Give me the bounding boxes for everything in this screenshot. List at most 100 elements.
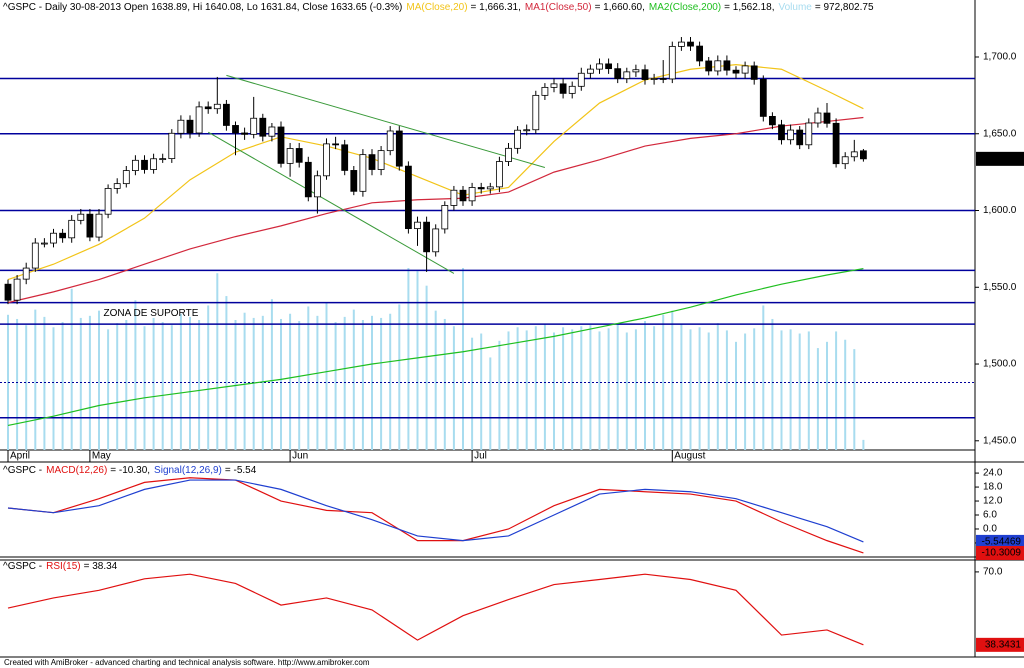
candle-body <box>232 125 239 134</box>
candle-body <box>787 129 794 141</box>
volume-bar <box>680 324 683 450</box>
candle-body <box>750 65 758 80</box>
volume-bar <box>762 305 765 450</box>
candle-body <box>50 232 57 244</box>
y-tick-label: 1,500.0 <box>983 359 1017 370</box>
series-line <box>7 116 864 304</box>
y-tick-label: 12.0 <box>983 496 1003 507</box>
volume-bar <box>34 309 37 450</box>
candle-body <box>250 117 258 135</box>
candle-body <box>222 103 230 126</box>
legend-name: Volume <box>778 2 812 13</box>
volume-bar <box>753 328 756 450</box>
volume-bar <box>361 320 364 450</box>
candle-body <box>468 187 476 202</box>
volume-bar <box>862 439 865 450</box>
candle-body <box>313 175 321 198</box>
y-tick-label: 0.0 <box>983 524 997 535</box>
pane-header: ^GSPC - MACD(12,26) = -10.30, Signal(12,26,… <box>3 465 257 476</box>
volume-bar <box>471 337 474 450</box>
candle-body <box>514 129 521 149</box>
candle-body <box>769 115 776 126</box>
candle-body <box>650 78 658 80</box>
y-tick-label: 1,700.0 <box>983 52 1017 63</box>
candle-body <box>587 68 594 74</box>
volume-bar <box>389 313 392 450</box>
volume-bar <box>771 318 774 450</box>
volume-bar <box>698 327 701 450</box>
x-tick-label: Jul <box>474 451 487 462</box>
candle-body <box>814 112 822 124</box>
volume-bar <box>662 314 665 450</box>
footer: Created with AmiBroker - advanced charti… <box>4 658 370 667</box>
volume-bar <box>52 327 55 450</box>
candle-body <box>432 228 440 253</box>
candle-body <box>141 159 148 170</box>
candle-body <box>596 63 603 70</box>
legend-value: = 1,562.18, <box>724 2 774 13</box>
volume-bar <box>352 309 355 450</box>
x-tick-label: April <box>10 451 30 462</box>
volume-bar <box>398 304 401 450</box>
candle-body <box>577 72 585 87</box>
volume-bar <box>380 317 383 450</box>
candle-body <box>295 148 303 163</box>
candle-body <box>741 65 749 74</box>
volume-bar <box>107 329 110 450</box>
volume-bar <box>252 317 255 450</box>
candle-body <box>341 144 349 171</box>
candle-body <box>687 41 694 47</box>
volume-bar <box>70 288 73 450</box>
candle-body <box>614 68 622 80</box>
x-tick-label: August <box>674 451 705 462</box>
candle-body <box>505 147 512 162</box>
value-box-label: 1,633.65 <box>982 153 1021 164</box>
candle-body <box>350 170 358 192</box>
candle-body <box>696 45 703 62</box>
volume-bar <box>243 312 246 450</box>
volume-bar <box>343 316 346 450</box>
volume-bar <box>225 296 228 450</box>
candle-body <box>678 41 685 47</box>
legend-name: MA1(Close,50) <box>525 2 592 13</box>
candle-body <box>159 158 167 161</box>
header-title: ^GSPC - <box>3 465 42 476</box>
volume-bar <box>416 271 419 450</box>
volume-bar <box>116 323 119 450</box>
volume-bar <box>270 299 273 450</box>
value-box-label: 38.3431 <box>985 639 1022 650</box>
volume-bar <box>207 305 210 450</box>
volume-bar <box>807 331 810 450</box>
volume-bar <box>853 349 856 450</box>
volume-bar <box>744 333 747 450</box>
volume-bar <box>826 341 828 450</box>
volume-bar <box>798 333 801 450</box>
candle-body <box>486 186 494 190</box>
y-tick-label: 18.0 <box>983 482 1003 493</box>
y-tick-label: 24.0 <box>983 468 1003 479</box>
candle-body <box>423 221 431 253</box>
y-tick-label: 1,600.0 <box>983 205 1017 216</box>
candle-body <box>623 71 631 80</box>
x-tick-label: Jun <box>292 451 308 462</box>
volume-bar <box>307 306 310 450</box>
candle-body <box>723 60 731 71</box>
volume-bar <box>480 333 483 450</box>
pane-header: ^GSPC - Daily 30-08-2013 Open 1638.89, H… <box>3 2 874 13</box>
candle-body <box>541 86 549 96</box>
volume-bar <box>179 313 182 450</box>
volume-bar <box>425 285 428 450</box>
legend-name: Signal(12,26,9) <box>154 465 222 476</box>
x-tick-label: May <box>92 451 111 462</box>
candle-body <box>332 143 340 146</box>
candle-body <box>168 132 176 160</box>
volume-bar <box>707 332 710 450</box>
candle-body <box>377 150 385 170</box>
volume-bar <box>298 321 301 450</box>
candle-body <box>304 161 312 198</box>
volume-bar <box>571 329 574 450</box>
volume-bar <box>334 322 337 450</box>
series-line <box>7 477 864 554</box>
trend-line <box>226 74 546 169</box>
candle-body <box>414 221 421 230</box>
